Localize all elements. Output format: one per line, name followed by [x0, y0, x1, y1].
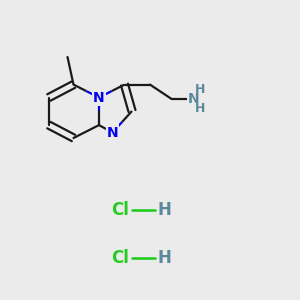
Text: N: N	[93, 91, 105, 104]
Text: Cl: Cl	[111, 249, 129, 267]
Text: H: H	[195, 101, 205, 115]
Text: H: H	[158, 201, 171, 219]
Text: N: N	[107, 126, 118, 140]
Text: N: N	[188, 92, 199, 106]
Text: H: H	[158, 249, 171, 267]
Text: Cl: Cl	[111, 201, 129, 219]
Text: H: H	[195, 83, 205, 97]
